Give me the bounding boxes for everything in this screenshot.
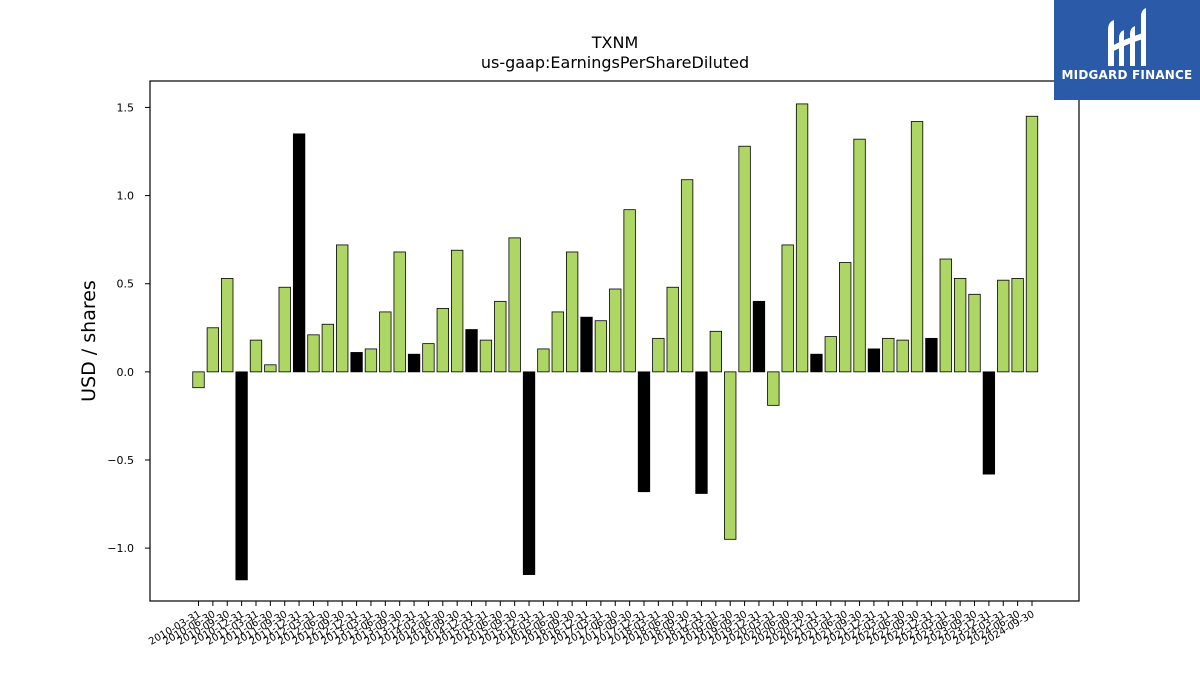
logo-text: MIDGARD FINANCE <box>1061 68 1193 82</box>
bar <box>824 336 837 373</box>
bar <box>652 337 665 373</box>
bar <box>925 337 938 373</box>
bar <box>465 329 478 373</box>
bar <box>795 103 809 373</box>
bar <box>264 364 277 373</box>
bar <box>781 244 794 373</box>
brand-logo: MIDGARD FINANCE <box>1054 0 1200 100</box>
bar <box>422 343 435 373</box>
bar <box>206 327 220 373</box>
bar <box>724 371 737 540</box>
bar <box>954 278 967 373</box>
bar-series <box>192 103 1039 581</box>
x-axis: 2010-03-312010-06-302010-09-302010-12-31… <box>147 601 1037 648</box>
bar <box>609 288 622 373</box>
bar <box>910 121 924 373</box>
plot-frame <box>149 80 1080 602</box>
bar <box>292 133 306 373</box>
bar <box>680 179 694 373</box>
bar <box>565 251 579 373</box>
bar <box>939 258 952 373</box>
bar <box>551 311 564 373</box>
bar <box>767 371 780 406</box>
bar <box>379 311 392 373</box>
bar <box>393 251 406 373</box>
bar <box>810 353 823 373</box>
bar <box>436 307 449 373</box>
bar <box>336 244 349 373</box>
bar <box>407 353 421 373</box>
bar <box>249 339 263 373</box>
y-tick-label: 1.5 <box>117 101 135 114</box>
y-tick-label: −1.0 <box>107 542 134 555</box>
bar <box>968 293 981 373</box>
bar <box>580 316 593 373</box>
bar <box>867 348 881 373</box>
bar <box>235 371 248 581</box>
chart-subtitle: us-gaap:EarningsPerShareDiluted <box>481 53 749 72</box>
y-tick-label: 0.5 <box>117 278 135 291</box>
bar <box>522 371 536 575</box>
bar <box>853 138 866 373</box>
bar <box>364 348 378 373</box>
bar <box>695 371 708 494</box>
bar <box>997 279 1010 373</box>
bar <box>451 249 464 373</box>
y-tick-label: 0.0 <box>117 366 135 379</box>
bar <box>307 334 320 373</box>
bar <box>882 337 895 373</box>
bar <box>479 339 493 373</box>
bar <box>537 348 550 373</box>
logo-mark-icon <box>1108 8 1146 66</box>
y-axis: −1.0 −0.5 0.0 0.5 1.0 1.5 <box>107 101 150 555</box>
bar <box>508 237 521 373</box>
bar <box>738 145 751 373</box>
bar <box>494 300 507 373</box>
bar <box>666 286 679 373</box>
bar <box>896 339 909 373</box>
bar <box>839 262 852 373</box>
bar <box>321 323 334 373</box>
y-axis-label: USD / shares <box>78 280 100 402</box>
bar <box>752 300 766 373</box>
bar <box>1025 115 1039 373</box>
bar <box>278 286 291 373</box>
bar <box>709 330 722 373</box>
y-tick-label: −0.5 <box>107 454 134 467</box>
bar <box>1011 278 1024 373</box>
y-tick-label: 1.0 <box>117 190 135 203</box>
bar <box>221 278 234 373</box>
bar <box>637 371 651 493</box>
bar <box>982 371 996 475</box>
bar <box>192 371 205 389</box>
bar <box>350 352 363 373</box>
bar <box>623 209 636 373</box>
bar <box>594 320 608 373</box>
chart-title: TXNM <box>591 33 639 52</box>
